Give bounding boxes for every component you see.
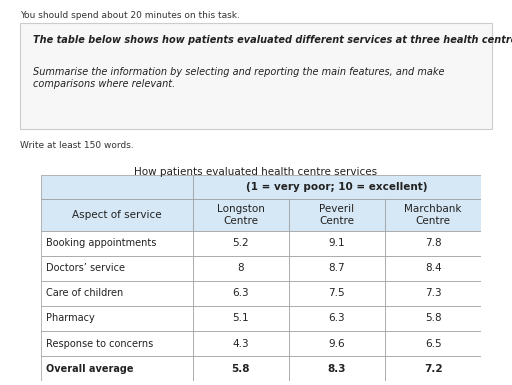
Text: Response to concerns: Response to concerns <box>46 338 154 348</box>
Bar <box>289 199 385 231</box>
Bar <box>289 281 385 306</box>
Bar <box>385 199 481 231</box>
Text: Booking appointments: Booking appointments <box>46 238 157 248</box>
Text: Pharmacy: Pharmacy <box>46 313 95 323</box>
Bar <box>289 256 385 281</box>
Text: 5.2: 5.2 <box>232 238 249 248</box>
Text: Longston
Centre: Longston Centre <box>217 204 265 226</box>
Text: 7.8: 7.8 <box>425 238 441 248</box>
Bar <box>41 231 193 256</box>
Text: 6.5: 6.5 <box>425 338 441 348</box>
Text: 8.4: 8.4 <box>425 263 441 273</box>
Text: Summarise the information by selecting and reporting the main features, and make: Summarise the information by selecting a… <box>33 67 445 89</box>
Text: Aspect of service: Aspect of service <box>72 210 162 220</box>
Bar <box>193 175 481 199</box>
Text: Write at least 150 words.: Write at least 150 words. <box>20 141 134 149</box>
Text: 5.8: 5.8 <box>231 363 250 373</box>
Bar <box>41 306 193 331</box>
Text: You should spend about 20 minutes on this task.: You should spend about 20 minutes on thi… <box>20 11 240 20</box>
Bar <box>385 256 481 281</box>
Bar <box>385 331 481 356</box>
Text: The table below shows how patients evaluated different services at three health : The table below shows how patients evalu… <box>33 35 512 45</box>
Text: 9.1: 9.1 <box>329 238 345 248</box>
Bar <box>193 199 289 231</box>
Bar <box>289 231 385 256</box>
Bar <box>193 356 289 381</box>
Text: 4.3: 4.3 <box>232 338 249 348</box>
Bar <box>41 199 193 231</box>
Bar <box>289 306 385 331</box>
Bar <box>289 356 385 381</box>
Text: Doctors’ service: Doctors’ service <box>46 263 125 273</box>
Text: 6.3: 6.3 <box>232 288 249 298</box>
Bar <box>41 281 193 306</box>
Text: 7.3: 7.3 <box>425 288 441 298</box>
Text: 5.1: 5.1 <box>232 313 249 323</box>
Bar <box>385 356 481 381</box>
Text: Peveril
Centre: Peveril Centre <box>319 204 354 226</box>
Bar <box>289 331 385 356</box>
Text: Overall average: Overall average <box>46 363 134 373</box>
Bar <box>41 256 193 281</box>
Text: Care of children: Care of children <box>46 288 123 298</box>
Text: 5.8: 5.8 <box>425 313 441 323</box>
Text: 7.2: 7.2 <box>424 363 442 373</box>
Bar <box>385 306 481 331</box>
Bar <box>41 175 193 199</box>
Bar <box>41 356 193 381</box>
Bar <box>193 306 289 331</box>
Bar <box>41 331 193 356</box>
Bar <box>193 256 289 281</box>
Text: 6.3: 6.3 <box>329 313 345 323</box>
Text: 8.7: 8.7 <box>329 263 345 273</box>
Text: 9.6: 9.6 <box>329 338 345 348</box>
Bar <box>385 281 481 306</box>
Bar <box>385 231 481 256</box>
Text: How patients evaluated health centre services: How patients evaluated health centre ser… <box>135 167 377 177</box>
Bar <box>193 331 289 356</box>
Text: 7.5: 7.5 <box>329 288 345 298</box>
Bar <box>193 231 289 256</box>
Text: 8: 8 <box>238 263 244 273</box>
Text: (1 = very poor; 10 = excellent): (1 = very poor; 10 = excellent) <box>246 182 428 192</box>
Text: 8.3: 8.3 <box>328 363 346 373</box>
Bar <box>193 281 289 306</box>
Text: Marchbank
Centre: Marchbank Centre <box>404 204 462 226</box>
